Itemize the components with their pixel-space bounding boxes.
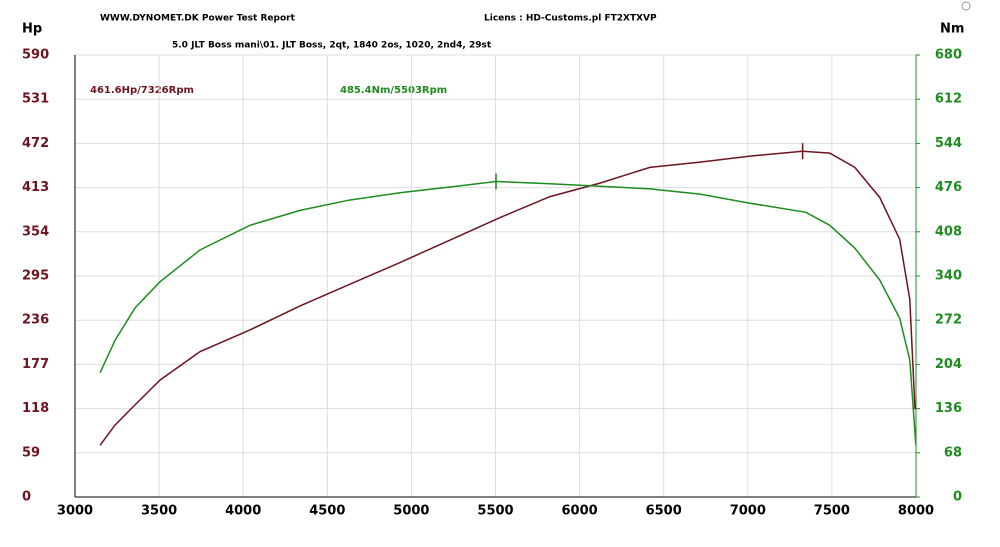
y-tick-label: 59 [22, 445, 40, 460]
y2-tick-label: 136 [935, 401, 962, 416]
y-axis-label: Hp [22, 22, 42, 37]
series-line [99, 180, 917, 446]
y2-tick-label: 612 [935, 92, 962, 107]
y-tick-label: 295 [22, 269, 49, 284]
x-tick-label: 8000 [898, 504, 934, 519]
y2-tick-label: 204 [935, 357, 962, 372]
y-tick-label: 0 [22, 490, 31, 505]
y-tick-label: 590 [22, 48, 49, 63]
y-tick-label: 472 [22, 136, 49, 151]
y2-axis-label: Nm [940, 22, 964, 37]
x-tick-label: 6500 [646, 504, 682, 519]
settings-icon[interactable] [961, 1, 971, 11]
x-tick-label: 6000 [562, 504, 598, 519]
y-tick-label: 531 [22, 92, 49, 107]
x-tick-label: 3000 [57, 504, 93, 519]
annotation: 461.6Hp/7326Rpm [90, 85, 194, 96]
x-tick-label: 5500 [477, 504, 513, 519]
x-tick-label: 4500 [309, 504, 345, 519]
y-tick-label: 118 [22, 401, 49, 416]
y2-tick-label: 68 [944, 445, 962, 460]
x-tick-label: 5000 [393, 504, 429, 519]
x-tick-label: 4000 [225, 504, 261, 519]
x-tick-label: 7000 [730, 504, 766, 519]
y2-tick-label: 272 [935, 313, 962, 328]
y-tick-label: 236 [22, 313, 49, 328]
x-tick-label: 3500 [141, 504, 177, 519]
y2-tick-label: 544 [935, 136, 962, 151]
subtitle: 5.0 JLT Boss mani\01. JLT Boss, 2qt, 184… [172, 41, 492, 51]
y2-tick-label: 476 [935, 180, 962, 195]
y-tick-label: 354 [22, 224, 49, 239]
annotation: 485.4Nm/5503Rpm [340, 85, 447, 96]
y2-tick-label: 408 [935, 224, 962, 239]
x-tick-label: 7500 [814, 504, 850, 519]
y-tick-label: 413 [22, 180, 49, 195]
y2-tick-label: 0 [953, 490, 962, 505]
y2-tick-label: 680 [935, 48, 962, 63]
chart-title: WWW.DYNOMET.DK Power Test Report [100, 14, 296, 24]
y-tick-label: 177 [22, 357, 49, 372]
y2-tick-label: 340 [935, 269, 962, 284]
license: Licens : HD-Customs.pl FT2XTXVP [484, 14, 657, 24]
series-line [99, 150, 916, 446]
